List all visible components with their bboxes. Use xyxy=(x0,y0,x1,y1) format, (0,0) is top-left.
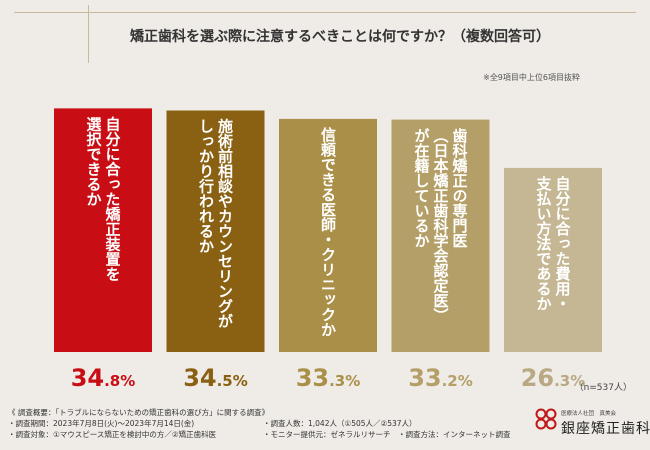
value-label-c2: 33.3% xyxy=(296,364,361,392)
value-label-int-c1: 34 xyxy=(183,364,216,392)
category-label-c4-line-0: 自分に合った費用・ xyxy=(554,175,572,311)
value-label-int-c0: 34 xyxy=(71,364,104,392)
value-label-dec-c4: .3% xyxy=(554,372,585,390)
survey-targets: ・調査対象：①マウスピース矯正を検討中の方／②矯正歯科医 xyxy=(8,430,217,439)
value-label-dec-c0: .8% xyxy=(104,372,135,390)
value-label-c0: 34.8% xyxy=(71,364,136,392)
value-label-int-c4: 26 xyxy=(521,364,554,392)
survey-overview: 《 調査概要：「トラブルにならないための矯正歯科の選び方」に関する調査》 xyxy=(8,408,270,417)
category-label-c3-line-1: （日本矯正歯科学会認定医） xyxy=(432,128,450,323)
clinic-emblem-icon xyxy=(535,408,557,430)
value-label-int-c3: 33 xyxy=(408,364,441,392)
category-label-c3-line-2: が在籍しているか xyxy=(413,127,431,248)
bar-c3 xyxy=(391,119,490,352)
page-title: 矯正歯科を選ぶ際に注意するべきことは何ですか？（複数回答可） xyxy=(130,29,550,45)
survey-respondents: ・調査人数：1,042人（①505人／②537人） xyxy=(263,419,417,428)
category-label-c0-line-1: 選択できるか xyxy=(85,116,103,206)
bar-c0 xyxy=(54,108,152,353)
value-label-int-c2: 33 xyxy=(296,364,329,392)
bar-c4 xyxy=(504,167,602,352)
value-label-dec-c3: .2% xyxy=(442,372,473,390)
value-label-dec-c1: .5% xyxy=(217,372,248,390)
title-frame xyxy=(14,5,636,83)
value-label-c3: 33.2% xyxy=(408,364,473,392)
sample-size-label: （n=537人） xyxy=(574,383,632,393)
value-label-dec-c2: .3% xyxy=(329,372,360,390)
category-label-c3-line-0: 歯科矯正の専門医 xyxy=(451,127,469,248)
survey-method: ・調査方法：インターネット調査 xyxy=(398,430,511,439)
survey-period: ・調査期間：2023年7月8日(火)〜2023年7月14日(金) xyxy=(8,419,195,428)
survey-footer: 《 調査概要：「トラブルにならないための矯正歯科の選び方」に関する調査》 ・調査… xyxy=(8,407,511,440)
value-label-c1: 34.5% xyxy=(183,364,248,392)
bar-c1 xyxy=(166,110,265,352)
clinic-logo: 医療法人社団 真美会 銀座矯正歯科 xyxy=(535,404,650,444)
subset-note: ※全9項目中上位6項目抜粋 xyxy=(483,73,580,82)
value-label-c4: 26.3% xyxy=(521,364,586,392)
value-labels-layer: 34.8% 34.5% 33.3% 33.2% 26.3% xyxy=(71,364,586,392)
clinic-name: 銀座矯正歯科 xyxy=(561,421,650,437)
bar-c2 xyxy=(279,118,377,353)
category-label-c1-line-1: しっかり行われるか xyxy=(197,119,215,254)
category-label-c2-line-0: 信頼できる医師・クリニックか xyxy=(319,126,337,337)
clinic-corporation-name: 医療法人社団 真美会 xyxy=(561,411,617,417)
category-label-c1-line-0: 施術前相談やカウンセリングが xyxy=(216,118,234,329)
survey-provider: ・モニター提供元：ゼネラルリサーチ xyxy=(263,430,391,439)
category-label-c0-line-0: 自分に合った矯正装置を xyxy=(104,116,122,282)
category-label-c4-line-1: 支払い方法であるか xyxy=(535,175,553,311)
